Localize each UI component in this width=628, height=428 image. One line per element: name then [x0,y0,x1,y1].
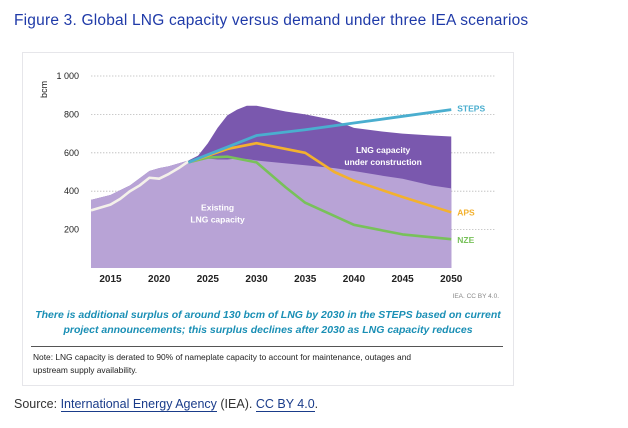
source-line: Source: International Energy Agency (IEA… [14,397,319,412]
y-tick-label-1000: 1 000 [56,71,79,81]
license-link[interactable]: CC BY 4.0 [255,397,315,412]
x-tick-label-2040: 2040 [343,274,366,285]
area-label-under-construction-2: under construction [344,157,421,167]
series-label-steps: STEPS [457,104,485,114]
area-label-existing-2: LNG capacity [190,214,245,224]
figure-panel: 200 400 600 800 1 000 bcm 2015 2020 2025 2030 2035… [22,52,514,386]
chart-note: Note: LNG capacity is derated to 90% of … [33,351,501,377]
y-tick-label-400: 400 [64,186,79,196]
iea-link[interactable]: International Energy Agency [60,397,217,412]
label-layer: STEPS APS NZE Existing LNG capacity LNG capac… [190,104,485,246]
note-line-2: upstream supply availability. [33,365,138,375]
line-steps [187,108,452,164]
x-tick-label-2025: 2025 [197,274,220,285]
source-suffix: . [314,397,319,411]
caption-line-1: There is additional surplus of around 13… [35,309,501,321]
axis-layer: 200 400 600 800 1 000 bcm 2015 2020 2025 2030 2035… [39,71,463,285]
line-history [90,160,190,212]
y-tick-label-800: 800 [64,109,79,119]
x-tick-label-2035: 2035 [294,274,317,285]
y-tick-label-200: 200 [64,225,79,235]
x-tick-label-2020: 2020 [148,274,171,285]
x-tick-label-2015: 2015 [99,274,122,285]
chart-caption: There is additional surplus of around 13… [23,308,513,338]
x-tick-label-2050: 2050 [440,274,463,285]
area-label-under-construction-1: LNG capacity [356,145,411,155]
credit-text: IEA. CC BY 4.0. [453,293,500,300]
series-label-nze: NZE [457,235,474,245]
source-middle: (IEA). [216,397,256,411]
caption-line-2: project announcements; this surplus decl… [63,324,473,336]
line-layer [90,108,452,241]
note-line-1: Note: LNG capacity is derated to 90% of … [33,352,412,362]
line-nze [188,155,452,241]
x-tick-label-2030: 2030 [245,274,268,285]
y-tick-label-600: 600 [64,148,79,158]
x-tick-label-2045: 2045 [391,274,414,285]
figure-title: Figure 3. Global LNG capacity versus dem… [14,12,529,29]
lng-chart: 200 400 600 800 1 000 bcm 2015 2020 2025 2030 2035… [39,71,500,300]
source-prefix: Source: [14,397,61,411]
note-divider [31,346,503,347]
area-existing-capacity [91,158,452,268]
series-label-aps: APS [457,207,475,217]
area-label-existing-1: Existing [201,202,234,212]
area-layer [91,105,452,268]
y-axis-unit-label: bcm [39,81,49,98]
